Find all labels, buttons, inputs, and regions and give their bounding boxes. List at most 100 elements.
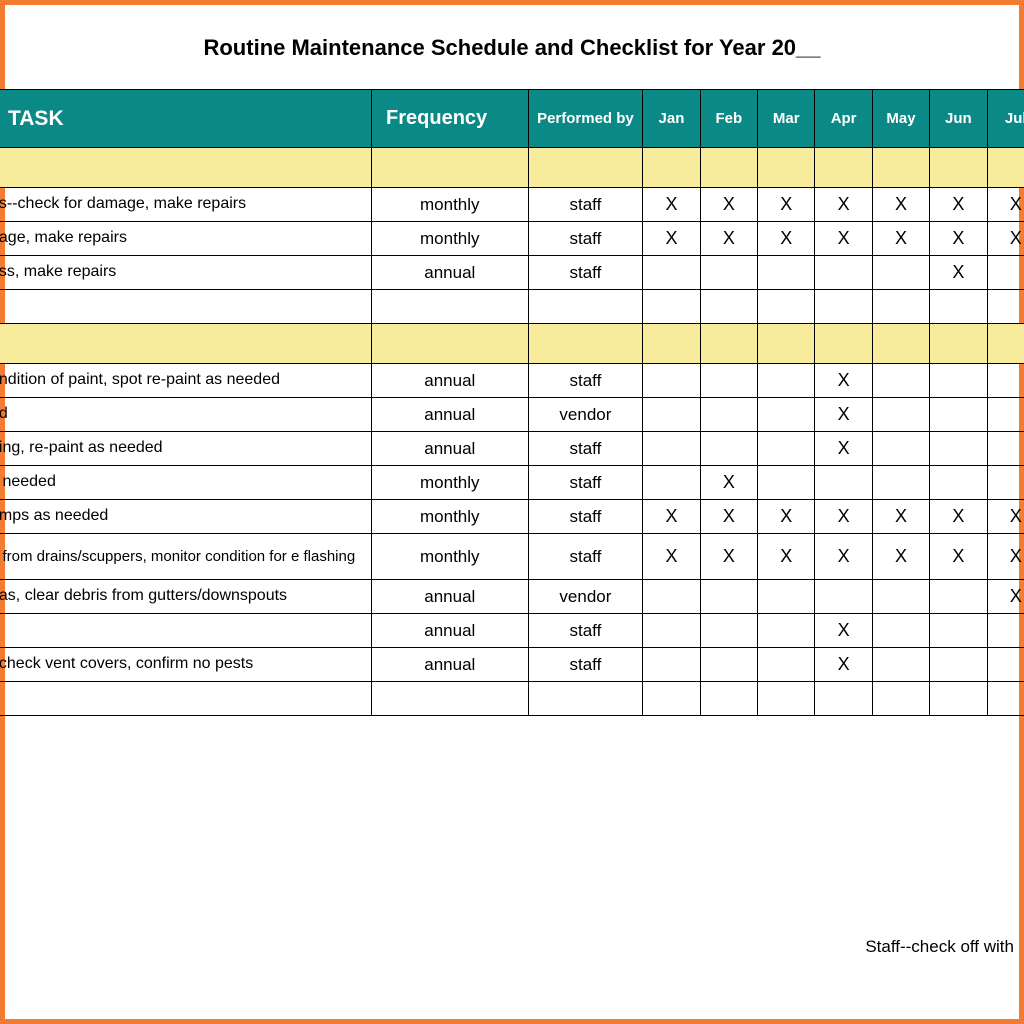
month-cell[interactable] — [643, 648, 700, 682]
month-cell[interactable] — [987, 398, 1024, 432]
month-cell[interactable]: X — [930, 188, 987, 222]
month-cell[interactable] — [872, 256, 929, 290]
month-cell[interactable] — [815, 290, 872, 324]
month-cell[interactable] — [700, 614, 757, 648]
month-cell[interactable]: X — [815, 534, 872, 580]
month-cell[interactable]: X — [700, 466, 757, 500]
month-cell[interactable] — [987, 364, 1024, 398]
month-cell[interactable] — [758, 398, 815, 432]
month-cell[interactable] — [872, 432, 929, 466]
month-cell[interactable] — [758, 290, 815, 324]
month-cell[interactable] — [987, 682, 1024, 716]
month-cell[interactable] — [987, 648, 1024, 682]
month-cell[interactable] — [758, 432, 815, 466]
month-cell[interactable]: X — [758, 500, 815, 534]
month-cell[interactable]: X — [815, 648, 872, 682]
month-cell[interactable] — [930, 364, 987, 398]
month-cell[interactable] — [930, 648, 987, 682]
month-cell[interactable]: X — [815, 222, 872, 256]
month-cell[interactable] — [643, 682, 700, 716]
month-cell[interactable] — [815, 580, 872, 614]
month-cell[interactable]: X — [930, 256, 987, 290]
month-cell[interactable] — [700, 682, 757, 716]
month-cell[interactable]: X — [987, 222, 1024, 256]
month-cell[interactable]: X — [643, 534, 700, 580]
month-cell[interactable]: X — [872, 534, 929, 580]
month-cell[interactable] — [872, 682, 929, 716]
month-cell[interactable] — [758, 682, 815, 716]
month-cell[interactable] — [700, 290, 757, 324]
month-cell[interactable]: X — [872, 188, 929, 222]
month-cell[interactable]: X — [930, 534, 987, 580]
month-cell[interactable] — [930, 614, 987, 648]
month-cell[interactable] — [700, 580, 757, 614]
month-cell[interactable] — [643, 466, 700, 500]
month-cell[interactable]: X — [987, 188, 1024, 222]
month-cell[interactable] — [815, 466, 872, 500]
month-cell[interactable]: X — [987, 580, 1024, 614]
month-cell[interactable] — [643, 364, 700, 398]
month-cell[interactable] — [930, 580, 987, 614]
month-cell[interactable]: X — [700, 500, 757, 534]
month-cell[interactable] — [758, 466, 815, 500]
month-cell[interactable] — [987, 466, 1024, 500]
month-cell[interactable] — [872, 580, 929, 614]
month-cell[interactable] — [930, 682, 987, 716]
month-cell[interactable] — [643, 614, 700, 648]
month-cell[interactable]: X — [930, 500, 987, 534]
month-cell[interactable] — [758, 256, 815, 290]
month-cell[interactable]: X — [643, 500, 700, 534]
month-cell[interactable] — [872, 364, 929, 398]
month-cell[interactable]: X — [643, 188, 700, 222]
month-cell[interactable] — [987, 614, 1024, 648]
month-cell[interactable]: X — [815, 614, 872, 648]
section-cell — [815, 148, 872, 188]
month-cell[interactable]: X — [758, 188, 815, 222]
month-cell[interactable]: X — [987, 500, 1024, 534]
section-cell — [815, 324, 872, 364]
month-cell[interactable] — [872, 648, 929, 682]
month-cell[interactable] — [758, 580, 815, 614]
month-cell[interactable] — [643, 290, 700, 324]
month-cell[interactable] — [987, 256, 1024, 290]
month-cell[interactable] — [815, 682, 872, 716]
month-cell[interactable] — [930, 398, 987, 432]
month-cell[interactable]: X — [700, 188, 757, 222]
month-cell[interactable] — [930, 290, 987, 324]
month-cell[interactable] — [700, 256, 757, 290]
month-cell[interactable] — [987, 290, 1024, 324]
month-cell[interactable] — [872, 398, 929, 432]
month-cell[interactable] — [643, 398, 700, 432]
month-cell[interactable] — [930, 432, 987, 466]
month-cell[interactable] — [987, 432, 1024, 466]
month-cell[interactable] — [930, 466, 987, 500]
month-cell[interactable] — [643, 432, 700, 466]
month-cell[interactable]: X — [643, 222, 700, 256]
month-cell[interactable] — [700, 364, 757, 398]
month-cell[interactable] — [643, 580, 700, 614]
month-cell[interactable]: X — [930, 222, 987, 256]
month-cell[interactable]: X — [700, 222, 757, 256]
month-cell[interactable]: X — [700, 534, 757, 580]
month-cell[interactable] — [872, 290, 929, 324]
month-cell[interactable]: X — [872, 222, 929, 256]
month-cell[interactable] — [758, 648, 815, 682]
month-cell[interactable] — [700, 398, 757, 432]
month-cell[interactable]: X — [872, 500, 929, 534]
month-cell[interactable]: X — [758, 534, 815, 580]
month-cell[interactable] — [872, 614, 929, 648]
month-cell[interactable]: X — [815, 364, 872, 398]
month-cell[interactable] — [815, 256, 872, 290]
month-cell[interactable]: X — [815, 188, 872, 222]
month-cell[interactable] — [700, 648, 757, 682]
month-cell[interactable]: X — [815, 432, 872, 466]
month-cell[interactable]: X — [815, 398, 872, 432]
month-cell[interactable] — [758, 614, 815, 648]
month-cell[interactable]: X — [758, 222, 815, 256]
month-cell[interactable]: X — [987, 534, 1024, 580]
month-cell[interactable] — [700, 432, 757, 466]
month-cell[interactable] — [643, 256, 700, 290]
month-cell[interactable] — [758, 364, 815, 398]
month-cell[interactable]: X — [815, 500, 872, 534]
month-cell[interactable] — [872, 466, 929, 500]
